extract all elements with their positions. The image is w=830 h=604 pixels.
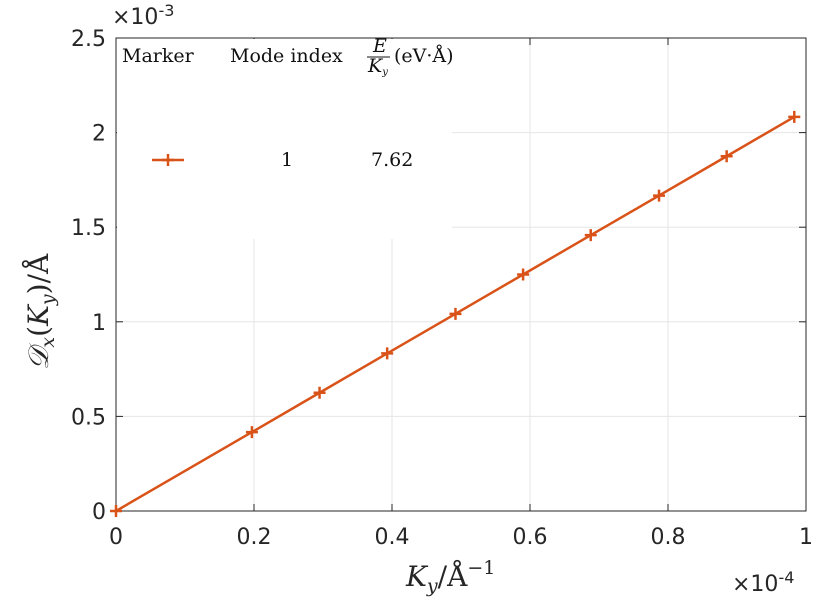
y-tick-label: 0 bbox=[92, 500, 106, 525]
x-exponent-label: ×10-4 bbox=[732, 568, 794, 597]
y-tick-label: 1 bbox=[92, 311, 106, 336]
x-tick-label: 1 bbox=[799, 525, 813, 550]
x-tick-label: 0.4 bbox=[375, 525, 410, 550]
x-tick-labels: 0 0.2 0.4 0.6 0.8 1 bbox=[109, 525, 813, 550]
data-point-marker bbox=[788, 110, 801, 123]
data-point-marker bbox=[584, 229, 597, 242]
y-tick-label: 1.5 bbox=[71, 216, 106, 241]
y-tick-label: 2 bbox=[92, 122, 106, 147]
legend-box bbox=[117, 39, 452, 239]
legend-header-ratio-numerator: E bbox=[372, 35, 387, 57]
legend-ratio-value: 7.62 bbox=[371, 149, 413, 171]
x-tick-label: 0 bbox=[109, 525, 123, 550]
data-point-marker bbox=[381, 347, 394, 360]
y-tick-label: 2.5 bbox=[71, 27, 106, 52]
x-tick-label: 0.8 bbox=[651, 525, 686, 550]
plot-frame bbox=[115, 37, 807, 512]
legend-header-marker: Marker bbox=[122, 45, 195, 67]
data-point-marker bbox=[517, 268, 530, 281]
data-point-marker bbox=[313, 386, 326, 399]
y-exponent-label: ×10-3 bbox=[112, 1, 174, 30]
legend-header-mode: Mode index bbox=[230, 45, 343, 67]
x-axis-label: Ky/Å−1 bbox=[405, 557, 495, 597]
y-tick-label: 0.5 bbox=[71, 405, 106, 430]
y-axis-label: 𝒟x(Ky)/Å bbox=[22, 253, 59, 370]
data-point-marker bbox=[449, 307, 462, 320]
x-tick-label: 0.2 bbox=[237, 525, 272, 550]
x-tick-label: 0.6 bbox=[513, 525, 548, 550]
legend-series-marker bbox=[162, 154, 174, 166]
legend-mode-index: 1 bbox=[281, 149, 293, 171]
data-point-marker bbox=[110, 505, 122, 517]
legend: Marker Mode index E Ky (eV·Å) 1 7.62 bbox=[117, 35, 454, 239]
series-line bbox=[115, 115, 795, 513]
data-point-marker bbox=[245, 426, 258, 439]
series-group bbox=[110, 110, 801, 517]
y-tick-labels: 0 0.5 1 1.5 2 2.5 bbox=[71, 27, 106, 525]
legend-header-ratio-units: (eV·Å) bbox=[394, 45, 454, 67]
data-point-marker bbox=[653, 189, 666, 202]
data-point-marker bbox=[720, 150, 733, 163]
